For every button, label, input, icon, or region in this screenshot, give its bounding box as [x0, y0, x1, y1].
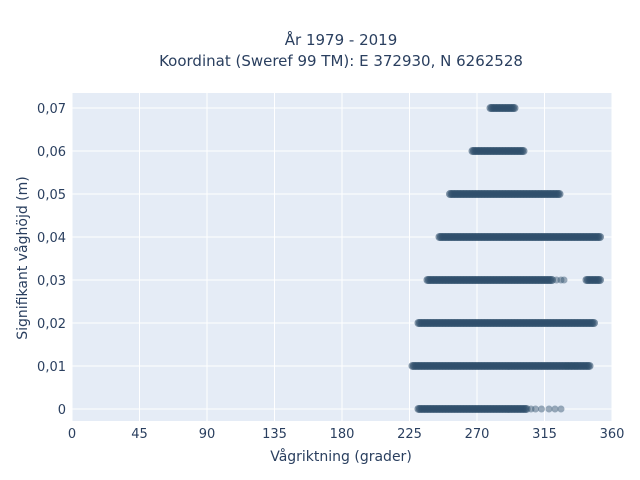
y-tick-label: 0: [58, 403, 66, 418]
data-points: [408, 104, 604, 413]
x-axis-label: Vågriktning (grader): [270, 448, 412, 465]
y-axis-ticks: 0 0,01 0,02 0,03 0,04 0,05 0,06 0,07: [37, 102, 66, 418]
data-point: [557, 405, 565, 413]
data-point: [519, 147, 528, 156]
y-tick-label: 0,07: [37, 102, 66, 117]
x-tick-label: 225: [397, 427, 422, 442]
y-axis-label: Signifikant våghöjd (m): [14, 176, 31, 339]
data-point: [568, 362, 575, 370]
data-point: [532, 405, 539, 413]
data-point: [596, 233, 604, 242]
y-tick-label: 0,04: [37, 231, 66, 246]
data-point: [596, 275, 604, 284]
x-tick-label: 315: [532, 427, 557, 442]
data-point: [551, 405, 559, 413]
data-point: [522, 404, 531, 413]
x-tick-label: 180: [330, 427, 355, 442]
y-tick-label: 0,01: [37, 360, 66, 375]
x-tick-label: 360: [600, 427, 625, 442]
x-tick-label: 270: [465, 427, 490, 442]
data-point: [560, 276, 568, 284]
data-point: [563, 362, 571, 370]
x-tick-label: 45: [131, 427, 148, 442]
data-point: [585, 361, 594, 370]
x-tick-label: 135: [262, 427, 287, 442]
y-tick-label: 0,06: [37, 145, 66, 160]
chart-title-line2: Koordinat (Sweref 99 TM): E 372930, N 62…: [159, 52, 523, 70]
chart-title-line1: År 1979 - 2019: [285, 30, 398, 49]
data-point: [590, 318, 598, 327]
data-point: [527, 405, 535, 413]
x-tick-label: 0: [68, 427, 76, 442]
data-point: [538, 405, 545, 413]
data-point: [510, 104, 519, 113]
data-point: [548, 275, 556, 284]
y-tick-label: 0,03: [37, 274, 66, 289]
data-point: [555, 190, 564, 199]
x-axis-ticks: 0 45 90 135 180 225 270 315 360: [68, 427, 625, 442]
x-tick-label: 90: [199, 427, 216, 442]
y-tick-label: 0,05: [37, 188, 66, 203]
data-point: [557, 276, 565, 284]
data-point: [545, 405, 553, 413]
data-point: [553, 276, 560, 284]
data-point: [572, 362, 580, 370]
y-tick-label: 0,02: [37, 317, 66, 332]
